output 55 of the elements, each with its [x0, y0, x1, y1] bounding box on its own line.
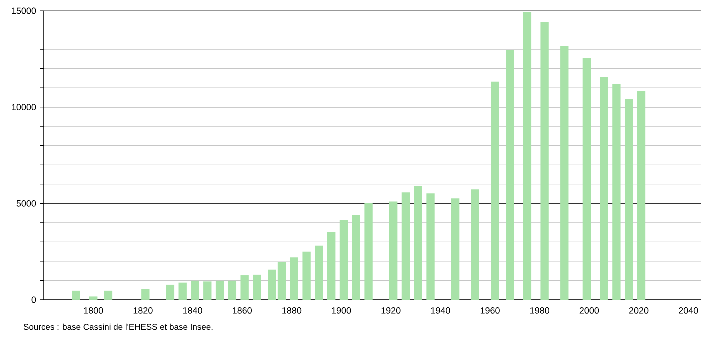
- bar: [612, 84, 621, 300]
- bar: [523, 12, 532, 300]
- bar: [560, 46, 569, 300]
- bar: [471, 190, 480, 300]
- x-tick-label: 1940: [431, 308, 450, 314]
- x-tick-label: 1840: [183, 308, 202, 314]
- bar: [625, 99, 634, 300]
- bar: [637, 91, 646, 300]
- bar: [506, 50, 514, 300]
- bar: [540, 22, 549, 300]
- bar: [278, 262, 286, 300]
- bar: [228, 280, 237, 300]
- x-tick-label: 2020: [629, 308, 649, 314]
- x-tick-label: 1960: [480, 308, 500, 314]
- bar: [204, 282, 212, 300]
- x-tick-label: 2040: [679, 308, 698, 314]
- bar: [104, 290, 113, 300]
- bar: [178, 282, 187, 300]
- bar: [90, 296, 98, 300]
- bar: [253, 274, 262, 300]
- bar: [315, 246, 324, 300]
- bar: [600, 77, 608, 300]
- y-tick-label: 0: [32, 296, 36, 304]
- bar: [402, 192, 410, 300]
- x-tick-label: 1800: [84, 308, 104, 314]
- x-tick-label: 1980: [530, 308, 550, 314]
- source-note: Sources : base Cassini de l'EHESS et base Insee.: [24, 324, 213, 330]
- bar: [352, 215, 360, 300]
- bar: [364, 203, 373, 300]
- bar: [166, 284, 175, 300]
- bar: [414, 186, 422, 300]
- bar: [191, 280, 200, 300]
- bar: [268, 270, 276, 300]
- bar: [328, 232, 336, 300]
- x-tick-label: 1900: [332, 308, 352, 314]
- bar: [72, 290, 80, 300]
- bar: [302, 252, 311, 300]
- x-tick-label: 1920: [382, 308, 401, 314]
- bar: [451, 198, 460, 300]
- bar: [290, 258, 298, 300]
- bar: [240, 276, 249, 300]
- x-tick-label: 1880: [282, 308, 302, 314]
- bar: [426, 194, 435, 300]
- y-tick-label: 5000: [16, 200, 36, 207]
- x-tick-label: 1820: [134, 308, 153, 314]
- x-tick-label: 1860: [233, 308, 252, 314]
- x-tick-label: 2000: [580, 308, 600, 314]
- bar: [340, 220, 348, 300]
- bar: [582, 58, 592, 300]
- bar: [142, 289, 150, 300]
- y-tick-label: 15000: [12, 8, 36, 14]
- y-tick-label: 10000: [12, 104, 36, 111]
- bar: [389, 202, 398, 300]
- bar: [491, 82, 500, 300]
- bar: [216, 280, 224, 300]
